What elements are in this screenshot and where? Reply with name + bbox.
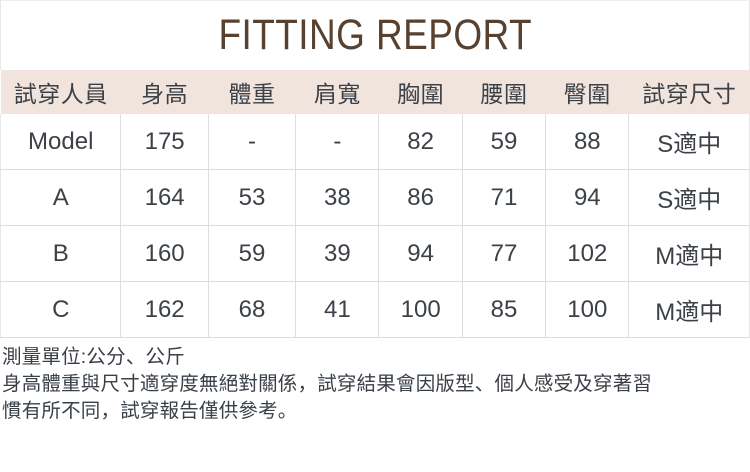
cell-size: S適中 bbox=[628, 114, 750, 170]
cell-weight: 53 bbox=[208, 169, 297, 226]
cell-bust: 100 bbox=[378, 281, 463, 338]
cell-weight: 68 bbox=[208, 281, 297, 338]
fitting-report-table: 試穿人員 身高 體重 肩寬 胸圍 腰圍 臀圍 試穿尺寸 Model 175 - … bbox=[0, 70, 750, 338]
cell-height: 160 bbox=[120, 225, 209, 282]
cell-bust: 82 bbox=[378, 114, 463, 170]
cell-bust: 86 bbox=[378, 169, 463, 226]
note-line-units: 測量單位:公分、公斤 bbox=[2, 346, 185, 368]
column-header-weight: 體重 bbox=[208, 70, 296, 114]
cell-hip: 88 bbox=[545, 114, 630, 170]
cell-shoulder: 41 bbox=[295, 281, 380, 338]
cell-waist: 77 bbox=[462, 225, 547, 282]
cell-bust: 94 bbox=[378, 225, 463, 282]
cell-hip: 94 bbox=[545, 169, 630, 226]
note-line-disclaimer-1: 身高體重與尺寸適穿度無絕對關係，試穿結果會因版型、個人感受及穿著習 bbox=[2, 372, 653, 395]
page-title: FITTING REPORT bbox=[218, 11, 532, 59]
table-row: C 162 68 41 100 85 100 M適中 bbox=[0, 281, 750, 338]
cell-waist: 85 bbox=[462, 281, 547, 338]
cell-person: Model bbox=[0, 114, 122, 170]
cell-height: 175 bbox=[120, 114, 209, 170]
report-notes: 測量單位:公分、公斤 身高體重與尺寸適穿度無絕對關係，試穿結果會因版型、個人感受… bbox=[0, 338, 750, 425]
cell-person: A bbox=[0, 169, 122, 226]
table-row: A 164 53 38 86 71 94 S適中 bbox=[0, 169, 750, 226]
column-header-height: 身高 bbox=[120, 70, 209, 114]
column-header-size: 試穿尺寸 bbox=[628, 70, 750, 114]
column-header-person: 試穿人員 bbox=[0, 70, 121, 114]
report-title-band: FITTING REPORT bbox=[0, 0, 750, 70]
table-header-row: 試穿人員 身高 體重 肩寬 胸圍 腰圍 臀圍 試穿尺寸 bbox=[0, 70, 750, 114]
table-row: B 160 59 39 94 77 102 M適中 bbox=[0, 225, 750, 282]
cell-size: M適中 bbox=[628, 225, 750, 282]
cell-size: S適中 bbox=[628, 169, 750, 226]
table-header: 試穿人員 身高 體重 肩寬 胸圍 腰圍 臀圍 試穿尺寸 bbox=[0, 70, 750, 114]
table-body: Model 175 - - 82 59 88 S適中 A 164 53 38 8… bbox=[0, 114, 750, 338]
cell-weight: 59 bbox=[208, 225, 297, 282]
cell-waist: 71 bbox=[462, 169, 547, 226]
column-header-hip: 臀圍 bbox=[545, 70, 629, 114]
cell-person: B bbox=[0, 225, 122, 282]
column-header-waist: 腰圍 bbox=[462, 70, 546, 114]
cell-hip: 100 bbox=[545, 281, 630, 338]
cell-shoulder: 39 bbox=[295, 225, 380, 282]
cell-shoulder: 38 bbox=[295, 169, 380, 226]
table-row: Model 175 - - 82 59 88 S適中 bbox=[0, 114, 750, 170]
cell-person: C bbox=[0, 281, 122, 338]
cell-height: 162 bbox=[120, 281, 209, 338]
column-header-bust: 胸圍 bbox=[378, 70, 463, 114]
note-line-disclaimer-2: 慣有所不同，試穿報告僅供參考。 bbox=[2, 399, 298, 422]
cell-hip: 102 bbox=[545, 225, 630, 282]
cell-size: M適中 bbox=[628, 281, 750, 338]
cell-shoulder: - bbox=[295, 114, 380, 170]
column-header-shoulder: 肩寬 bbox=[295, 70, 379, 114]
cell-weight: - bbox=[208, 114, 297, 170]
cell-waist: 59 bbox=[462, 114, 547, 170]
cell-height: 164 bbox=[120, 169, 209, 226]
